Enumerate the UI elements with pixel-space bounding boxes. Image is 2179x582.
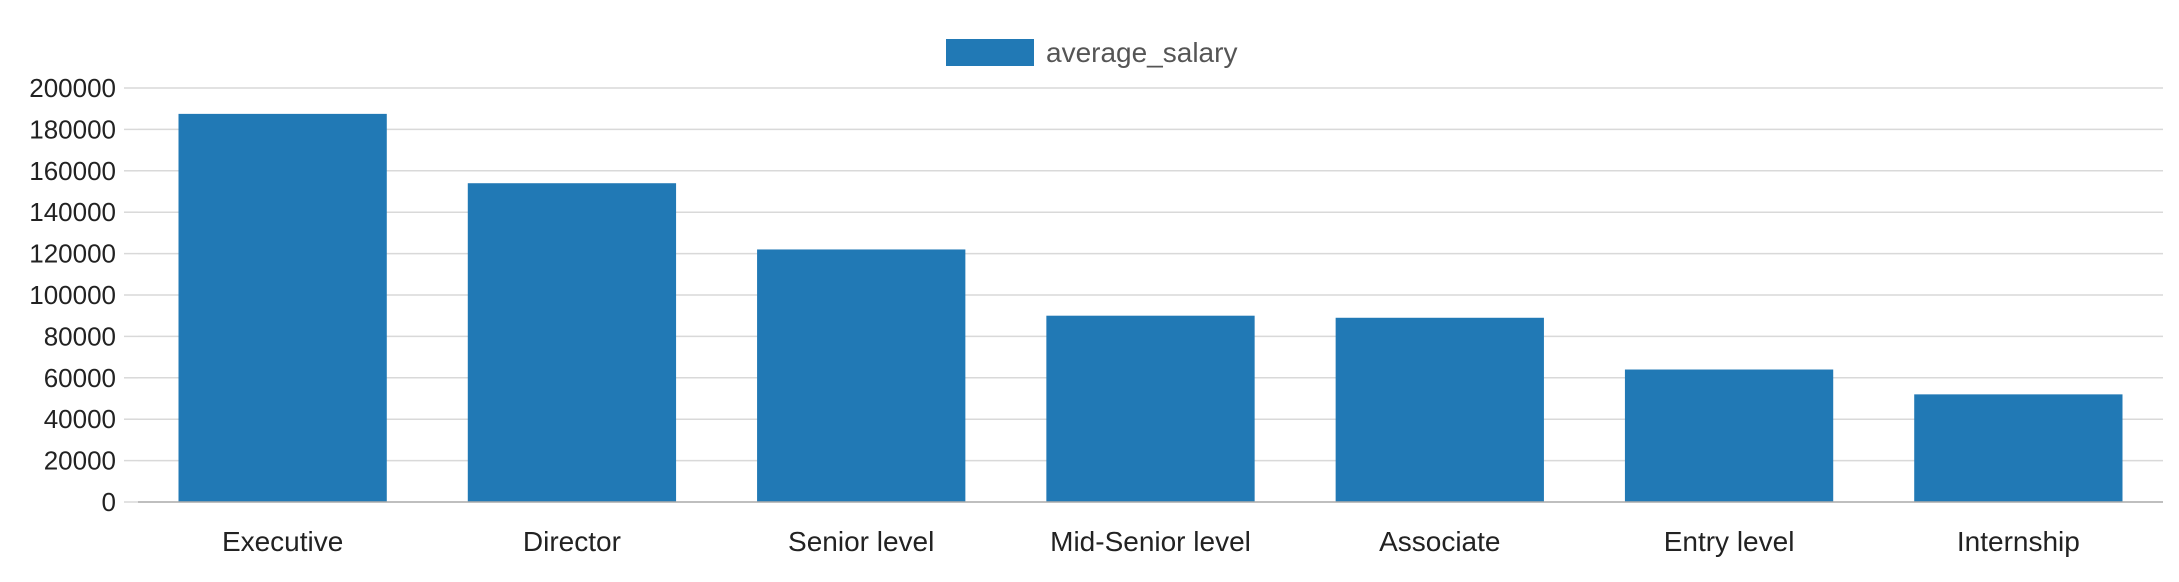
y-tick-label: 160000: [29, 156, 116, 186]
y-tick-label: 180000: [29, 114, 116, 144]
bar-entry-level: [1624, 369, 1834, 502]
bar-internship: [1914, 394, 2123, 502]
y-axis-ticks: 0 20000 40000 60000 80000 100000 120000 140000 1…: [29, 73, 138, 517]
x-tick-label: Executive: [222, 526, 343, 557]
legend-label: average_salary: [1046, 37, 1237, 68]
x-tick-label: Internship: [1957, 526, 2080, 557]
y-tick-label: 120000: [29, 239, 116, 269]
bars: [178, 113, 2123, 502]
y-tick-label: 40000: [44, 404, 116, 434]
x-tick-label: Director: [523, 526, 621, 557]
bar-mid-senior-level: [1046, 315, 1255, 502]
y-tick-label: 20000: [44, 446, 116, 476]
x-axis-labels: Executive Director Senior level Mid-Senior …: [222, 526, 2080, 557]
bar-associate: [1335, 317, 1544, 502]
bar-director: [467, 183, 677, 502]
legend-swatch: [946, 39, 1034, 66]
y-tick-label: 80000: [44, 321, 116, 351]
x-tick-label: Senior level: [788, 526, 934, 557]
legend: average_salary: [946, 37, 1237, 68]
bar-senior-level: [757, 249, 966, 502]
x-tick-label: Entry level: [1664, 526, 1795, 557]
y-tick-label: 0: [102, 487, 116, 517]
y-tick-label: 100000: [29, 280, 116, 310]
y-tick-label: 140000: [29, 197, 116, 227]
y-tick-label: 60000: [44, 363, 116, 393]
bar-executive: [178, 113, 387, 502]
x-tick-label: Mid-Senior level: [1050, 526, 1251, 557]
y-tick-label: 200000: [29, 73, 116, 103]
x-tick-label: Associate: [1379, 526, 1500, 557]
